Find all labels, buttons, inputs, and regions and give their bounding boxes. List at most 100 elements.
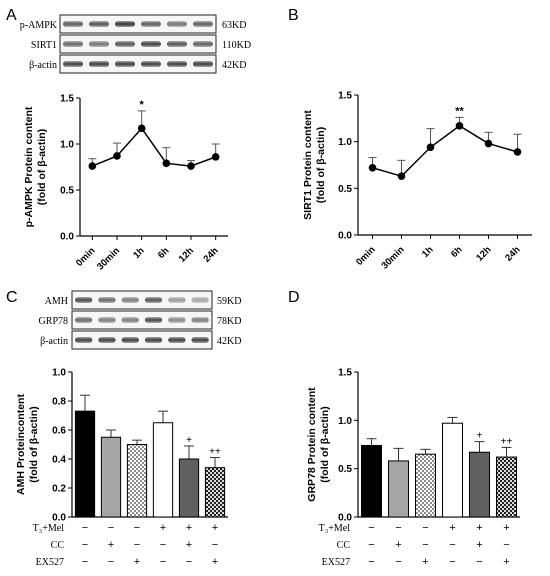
blot-band [89, 21, 109, 27]
y-tick-label: 0.5 [338, 464, 352, 475]
treatment-sign: − [395, 556, 401, 568]
y-axis-label-unit: (fold of β-actin) [315, 127, 327, 203]
blot-band [63, 41, 83, 47]
y-tick-label: 1.0 [338, 137, 352, 148]
panel-letter-c: C [6, 289, 18, 306]
y-tick-label: 1.5 [60, 94, 74, 105]
blot-band [89, 61, 109, 67]
blot-band [144, 337, 163, 343]
data-point [88, 162, 97, 170]
y-tick-label: 0.0 [52, 513, 66, 524]
significance-mark: * [140, 99, 145, 111]
treatment-sign: + [476, 539, 482, 551]
x-tick-label: 6h [449, 244, 465, 260]
treatment-sign: − [108, 522, 114, 534]
blot-c-size-1: 59KD [217, 296, 241, 307]
y-tick-label: 1.5 [338, 368, 352, 379]
y-axis-label-unit: (fold of β-actin) [36, 129, 48, 205]
y-tick-label: 1.0 [52, 368, 66, 379]
series-line [92, 127, 216, 167]
treatment-sign: + [108, 539, 114, 551]
series-line [372, 124, 518, 178]
significance-mark: ** [455, 105, 464, 117]
blot-a-label-1: p-AMPK [20, 20, 58, 31]
blot-band [98, 337, 116, 343]
blot-band [193, 41, 213, 47]
treatment-sign: − [368, 522, 374, 534]
treatment-sign: + [422, 556, 428, 568]
bar [496, 456, 517, 518]
treatment-sign: − [449, 539, 455, 551]
treatment-sign: − [160, 539, 166, 551]
x-tick-label: 12h [474, 244, 493, 263]
blot-band [98, 317, 116, 323]
blot-band [144, 317, 163, 323]
treatment-sign: − [476, 556, 482, 568]
treatment-sign: − [368, 556, 374, 568]
panel-letter-d: D [288, 289, 300, 306]
treatment-sign: − [422, 522, 428, 534]
blot-band [121, 297, 139, 303]
x-tick-label: 1h [420, 244, 436, 260]
bar [100, 436, 122, 518]
y-tick-label: 0.0 [338, 513, 352, 524]
blot-band [75, 297, 93, 303]
data-point [455, 122, 464, 130]
blot-band [75, 337, 93, 343]
treatment-sign: − [212, 539, 218, 551]
data-point [426, 143, 435, 152]
treatment-sign: + [476, 522, 482, 534]
x-tick-label: 1h [131, 245, 147, 261]
data-point [513, 148, 522, 156]
y-axis-label-unit: (fold of β-actin) [319, 406, 331, 482]
y-axis-label: p-AMPK Protein content [23, 106, 35, 227]
chart-c-amh: 0.0 0.2 0.4 0.6 0.8 1.0 AMH Proteincontent (fol… [15, 368, 228, 568]
treatment-sign: − [186, 556, 192, 568]
y-tick-label: 0.8 [52, 397, 66, 408]
y-tick-label: 0.5 [338, 184, 352, 195]
blot-band [167, 41, 187, 47]
treatment-sign: + [503, 522, 509, 534]
treatment-sign: + [134, 556, 140, 568]
treatment-label: EX527 [322, 557, 350, 568]
blot-a-size-2: 110KD [222, 40, 251, 51]
chart-a-p-ampk: 0.0 0.5 1.0 1.5 p-AMPK Protein content (fold … [23, 94, 228, 273]
blot-band [168, 337, 186, 343]
blot-band [115, 61, 135, 67]
blot-band [115, 41, 135, 47]
treatment-sign: + [449, 522, 455, 534]
blot-c-label-3: β-actin [40, 336, 68, 347]
bar [152, 422, 174, 518]
x-tick-label: 30min [379, 244, 406, 271]
treatment-sign: + [160, 522, 166, 534]
blot-band [141, 21, 161, 27]
treatment-label: EX527 [36, 557, 64, 568]
panel-letter-b: B [288, 7, 299, 24]
y-axis-label: SIRT1 Protein content [302, 110, 314, 220]
bar [204, 467, 226, 518]
y-axis-label: AMH Proteincontent [15, 394, 27, 495]
blot-band [193, 21, 213, 27]
blot-c-size-2: 78KD [217, 316, 241, 327]
significance-mark: ++ [501, 436, 513, 447]
treatment-label: CC [51, 540, 65, 551]
y-axis-label-unit: (fold of β-actin) [28, 406, 40, 482]
significance-mark: + [186, 435, 192, 446]
y-tick-label: 0.2 [52, 484, 66, 495]
blot-band [144, 297, 163, 303]
blot-band [121, 337, 139, 343]
chart-d-grp78: 0.0 0.5 1.0 1.5 GRP78 Protein content (fold o… [306, 368, 520, 568]
treatment-sign: − [422, 539, 428, 551]
data-point [137, 124, 146, 133]
bar [442, 422, 463, 518]
bar [388, 460, 409, 518]
blot-band [121, 317, 139, 323]
significance-mark: + [477, 431, 483, 442]
treatment-sign: + [186, 539, 192, 551]
treatment-sign: − [82, 522, 88, 534]
y-axis-label: GRP78 Protein content [306, 387, 318, 502]
treatment-sign: − [134, 539, 140, 551]
y-tick-label: 1.5 [338, 91, 352, 102]
x-tick-label: 12h [177, 245, 196, 264]
